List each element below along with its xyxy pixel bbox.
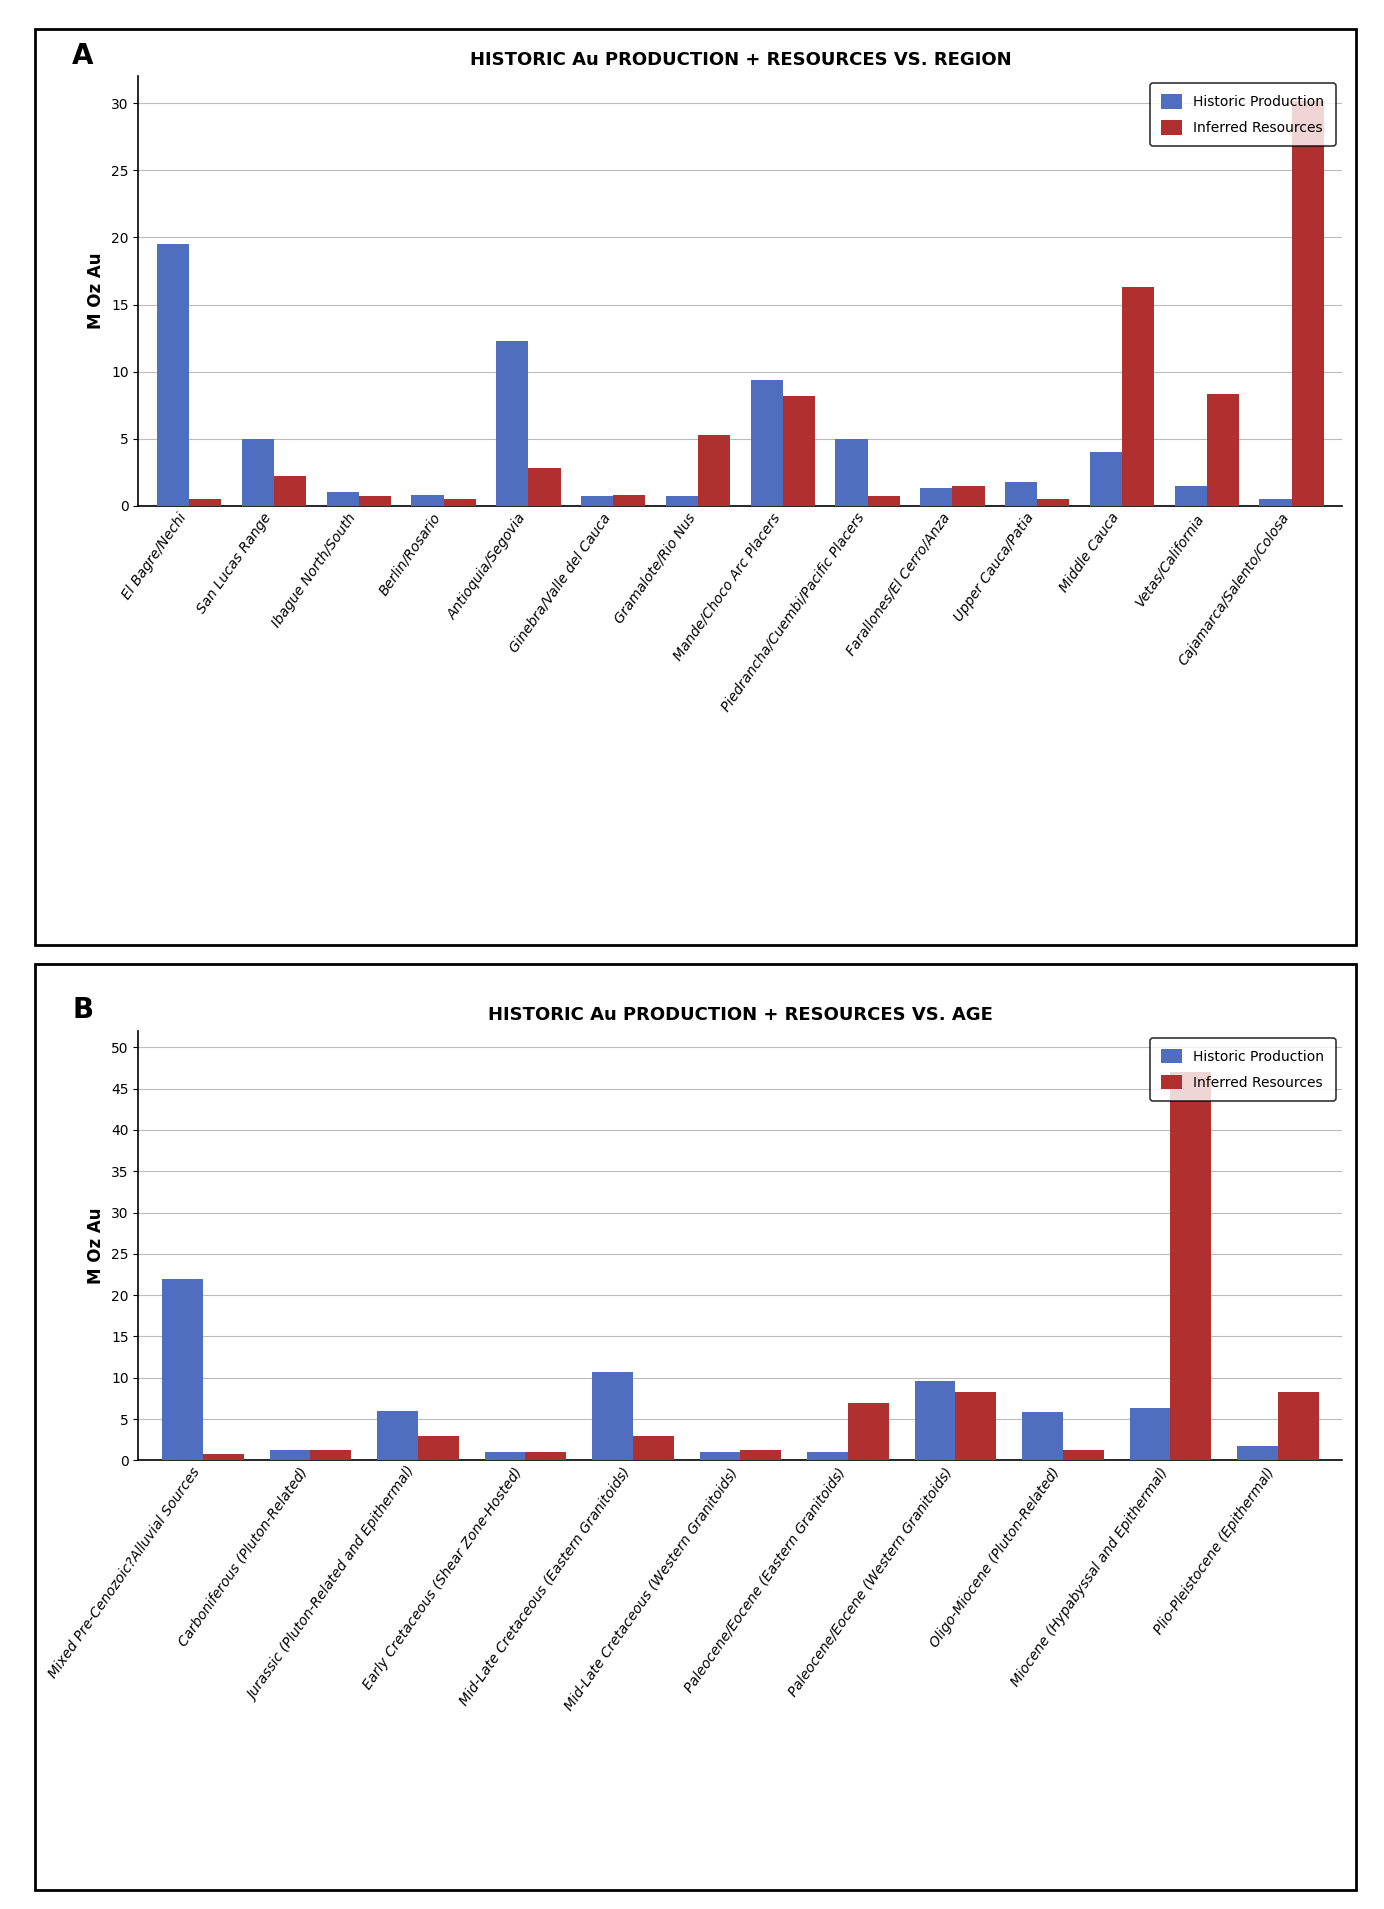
Y-axis label: M Oz Au: M Oz Au: [87, 252, 105, 330]
Bar: [1237, 1445, 1277, 1460]
Bar: [270, 1451, 310, 1460]
Bar: [740, 1451, 782, 1460]
Bar: [750, 380, 783, 506]
Title: HISTORIC Au PRODUCTION + RESOURCES VS. REGION: HISTORIC Au PRODUCTION + RESOURCES VS. R…: [469, 52, 1012, 69]
Bar: [1291, 101, 1324, 506]
Bar: [581, 496, 613, 506]
Bar: [190, 498, 221, 506]
Bar: [310, 1451, 352, 1460]
Text: B: B: [72, 996, 93, 1025]
Bar: [484, 1453, 526, 1460]
Bar: [358, 496, 392, 506]
Bar: [418, 1436, 458, 1460]
Bar: [1122, 286, 1154, 506]
Bar: [376, 1411, 418, 1460]
Bar: [1175, 485, 1207, 506]
Bar: [915, 1380, 955, 1460]
Bar: [497, 342, 529, 506]
Bar: [1023, 1413, 1063, 1460]
Bar: [1171, 1073, 1211, 1460]
Bar: [444, 498, 476, 506]
Bar: [1207, 395, 1239, 506]
Text: A: A: [72, 42, 94, 71]
Bar: [327, 493, 358, 506]
Bar: [699, 1453, 740, 1460]
Bar: [955, 1392, 996, 1460]
Legend: Historic Production, Inferred Resources: Historic Production, Inferred Resources: [1150, 84, 1336, 147]
Bar: [242, 439, 274, 506]
Bar: [1277, 1392, 1319, 1460]
Title: HISTORIC Au PRODUCTION + RESOURCES VS. AGE: HISTORIC Au PRODUCTION + RESOURCES VS. A…: [489, 1006, 992, 1023]
Bar: [1063, 1449, 1104, 1460]
Bar: [156, 244, 190, 506]
Bar: [632, 1436, 674, 1460]
Bar: [848, 1403, 889, 1460]
Bar: [1089, 452, 1122, 506]
Bar: [411, 494, 444, 506]
Bar: [868, 496, 900, 506]
Bar: [783, 395, 815, 506]
Bar: [666, 496, 698, 506]
Bar: [274, 477, 306, 506]
Bar: [203, 1455, 244, 1460]
Legend: Historic Production, Inferred Resources: Historic Production, Inferred Resources: [1150, 1038, 1336, 1101]
Bar: [807, 1453, 848, 1460]
Bar: [526, 1453, 566, 1460]
Bar: [698, 435, 731, 506]
Bar: [1259, 498, 1291, 506]
Bar: [1129, 1409, 1171, 1460]
Bar: [529, 468, 561, 506]
Bar: [613, 494, 645, 506]
Bar: [162, 1279, 203, 1460]
Bar: [1037, 498, 1070, 506]
Bar: [592, 1373, 632, 1460]
Bar: [920, 489, 952, 506]
Bar: [1005, 481, 1037, 506]
Bar: [952, 485, 984, 506]
Bar: [836, 439, 868, 506]
Y-axis label: M Oz Au: M Oz Au: [87, 1206, 105, 1285]
